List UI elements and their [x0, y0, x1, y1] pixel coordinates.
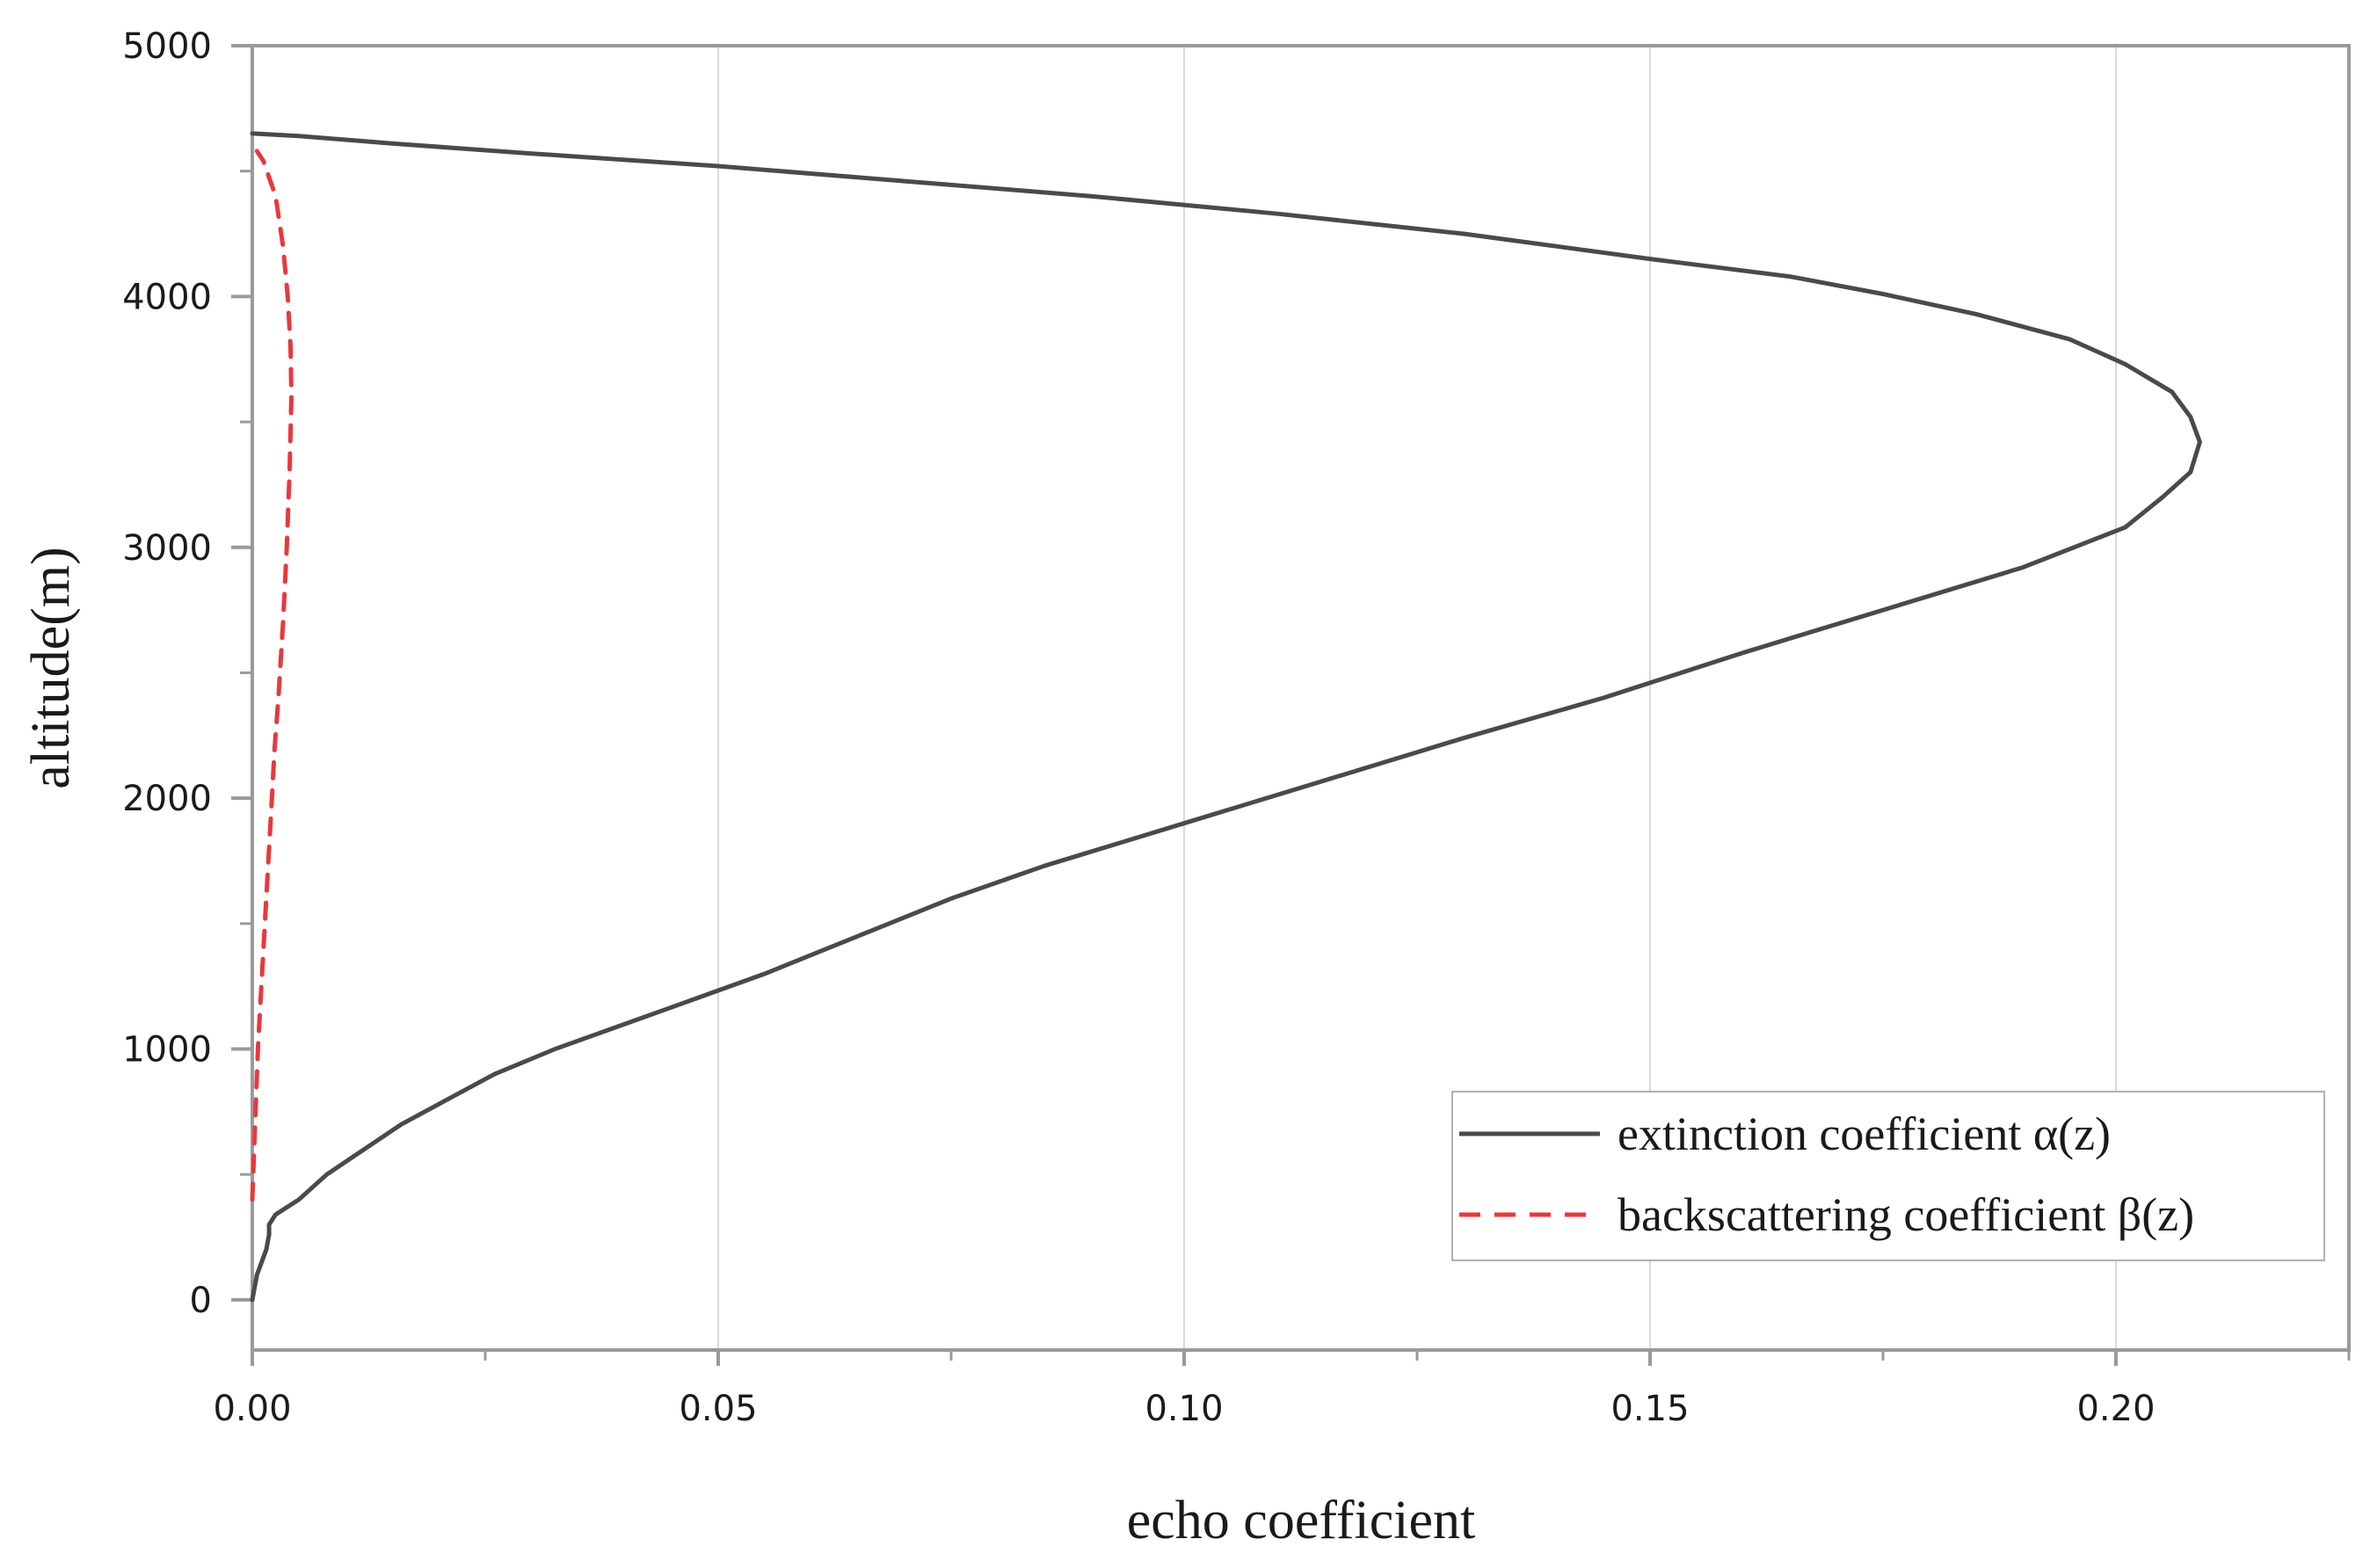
x-tick-label-2: 0.10: [1145, 1389, 1223, 1429]
axes: [231, 44, 2351, 1366]
x-tick-label-3: 0.15: [1610, 1389, 1689, 1429]
legend: extinction coefficient α(z) backscatteri…: [1451, 1091, 2325, 1261]
legend-label-extinction: extinction coefficient α(z): [1618, 1107, 2111, 1160]
y-axis-title: altitude(m): [21, 547, 81, 788]
series-lines: [250, 131, 2202, 1303]
y-tick-label-0: 0: [190, 1281, 212, 1321]
x-tick-label-4: 0.20: [2076, 1389, 2155, 1429]
legend-label-backscattering: backscattering coefficient β(z): [1618, 1188, 2194, 1241]
y-tick-label-2: 2000: [122, 779, 212, 819]
x-axis-title: echo coefficient: [1127, 1491, 1475, 1550]
x-tick-label-0: 0.00: [213, 1389, 291, 1429]
y-tick-label-1: 1000: [122, 1030, 212, 1071]
y-tick-label-5: 5000: [122, 26, 212, 67]
y-tick-label-4: 4000: [122, 277, 212, 317]
y-tick-label-3: 3000: [122, 528, 212, 569]
x-tick-label-1: 0.05: [679, 1389, 757, 1429]
plot-frame: [251, 44, 2351, 1352]
tick-labels: 0.00 0.05 0.10 0.15 0.20 0 1000 2000 3000 4000 500…: [122, 26, 2155, 1429]
legend-box: [1451, 1091, 2325, 1261]
series-line-1: [250, 149, 294, 1202]
series-line-0: [250, 131, 2202, 1303]
